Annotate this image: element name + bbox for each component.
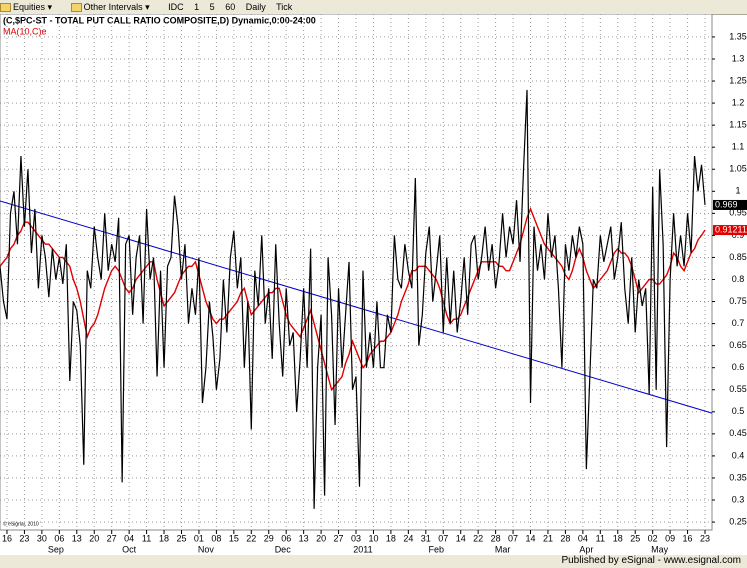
toolbar-item[interactable]: Other Intervals ▾ bbox=[70, 2, 158, 13]
toolbar-item[interactable]: Tick bbox=[276, 2, 293, 12]
toolbar-item[interactable]: 1 bbox=[194, 2, 200, 12]
x-tick-label: 07 bbox=[508, 533, 518, 543]
month-label: Apr bbox=[579, 544, 593, 554]
y-tick-label: 0.75 bbox=[729, 296, 747, 306]
y-tick-label: 1.2 bbox=[732, 97, 745, 107]
x-tick-label: 24 bbox=[403, 533, 413, 543]
x-tick-label: 14 bbox=[526, 533, 536, 543]
x-tick-label: 06 bbox=[281, 533, 291, 543]
x-tick-label: 18 bbox=[159, 533, 169, 543]
x-tick-label: 09 bbox=[665, 533, 675, 543]
y-tick-label: 0.25 bbox=[729, 516, 747, 526]
x-tick-label: 25 bbox=[176, 533, 186, 543]
toolbar-item[interactable]: 5 bbox=[209, 2, 215, 12]
x-tick-label: 22 bbox=[246, 533, 256, 543]
x-tick-label: 06 bbox=[54, 533, 64, 543]
x-tick-label: 28 bbox=[560, 533, 570, 543]
x-tick-label: 13 bbox=[72, 533, 82, 543]
month-label: Oct bbox=[122, 544, 137, 554]
y-tick-label: 0.3 bbox=[732, 494, 745, 504]
x-tick-label: 16 bbox=[2, 533, 12, 543]
x-tick-label: 03 bbox=[351, 533, 361, 543]
month-label: Dec bbox=[275, 544, 292, 554]
x-tick-label: 04 bbox=[578, 533, 588, 543]
last-value-box bbox=[713, 199, 747, 210]
x-tick-label: 13 bbox=[299, 533, 309, 543]
y-tick-label: 0.8 bbox=[732, 274, 745, 284]
copyright: © eSignal, 2010 bbox=[3, 520, 39, 527]
toolbar-item[interactable]: Equities ▾ bbox=[0, 2, 60, 13]
x-tick-label: 20 bbox=[316, 533, 326, 543]
y-tick-label: 1.35 bbox=[729, 31, 747, 41]
month-label: Nov bbox=[198, 544, 215, 554]
last-value-box bbox=[713, 225, 747, 236]
y-tick-label: 0.4 bbox=[732, 450, 745, 460]
x-tick-label: 20 bbox=[89, 533, 99, 543]
x-tick-label: 11 bbox=[596, 533, 605, 543]
x-tick-label: 18 bbox=[386, 533, 396, 543]
x-tick-label: 11 bbox=[142, 533, 151, 543]
x-tick-label: 31 bbox=[421, 533, 431, 543]
x-tick-label: 30 bbox=[37, 533, 47, 543]
x-tick-label: 16 bbox=[683, 533, 693, 543]
published: Published by eSignal - www.esignal.com bbox=[561, 555, 741, 566]
x-tick-label: 23 bbox=[700, 533, 710, 543]
y-tick-label: 0.55 bbox=[729, 384, 747, 394]
toolbar-item[interactable]: 60 bbox=[225, 2, 236, 12]
y-tick-label: 1.3 bbox=[732, 53, 745, 63]
month-label: 2011 bbox=[353, 544, 372, 554]
month-label: May bbox=[651, 544, 669, 554]
chart-subtitle: MA(10,C)e bbox=[3, 26, 47, 36]
y-tick-label: 0.45 bbox=[729, 428, 747, 438]
x-tick-label: 08 bbox=[211, 533, 221, 543]
y-tick-label: 0.35 bbox=[729, 472, 747, 482]
chart: (C,$PC-ST - TOTAL PUT CALL RATIO COMPOSI… bbox=[0, 14, 747, 554]
chart-title: (C,$PC-ST - TOTAL PUT CALL RATIO COMPOSI… bbox=[3, 15, 316, 25]
x-tick-label: 04 bbox=[124, 533, 134, 543]
toolbar: Equities ▾ Other Intervals ▾ IDC 1 5 60 … bbox=[0, 0, 747, 15]
x-tick-label: 22 bbox=[473, 533, 483, 543]
y-tick-label: 0.7 bbox=[732, 318, 745, 328]
x-tick-label: 29 bbox=[264, 533, 274, 543]
x-tick-label: 02 bbox=[648, 533, 658, 543]
month-label: Sep bbox=[48, 544, 64, 554]
x-tick-label: 18 bbox=[613, 533, 623, 543]
last-value-label: 0.969 bbox=[715, 199, 738, 209]
footer: Published by eSignal - www.esignal.com bbox=[0, 555, 747, 568]
x-tick-label: 27 bbox=[334, 533, 344, 543]
series-line bbox=[0, 207, 706, 392]
y-tick-label: 0.65 bbox=[729, 340, 747, 350]
plot-frame bbox=[0, 14, 713, 531]
x-tick-label: 15 bbox=[229, 533, 239, 543]
y-tick-label: 0.95 bbox=[729, 208, 747, 218]
x-tick-label: 01 bbox=[194, 533, 204, 543]
x-tick-label: 28 bbox=[491, 533, 501, 543]
y-tick-label: 1.05 bbox=[729, 164, 747, 174]
series-line bbox=[0, 89, 706, 509]
toolbar-item[interactable]: Daily bbox=[245, 2, 266, 12]
x-tick-label: 27 bbox=[107, 533, 117, 543]
x-tick-label: 21 bbox=[543, 533, 553, 543]
y-tick-label: 1.15 bbox=[729, 120, 747, 130]
month-label: Feb bbox=[429, 544, 445, 554]
y-tick-label: 0.5 bbox=[732, 406, 745, 416]
x-tick-label: 23 bbox=[19, 533, 29, 543]
x-tick-label: 07 bbox=[438, 533, 448, 543]
x-tick-label: 10 bbox=[368, 533, 378, 543]
y-tick-label: 1.1 bbox=[732, 142, 745, 152]
x-tick-label: 14 bbox=[456, 533, 466, 543]
x-tick-label: 25 bbox=[630, 533, 640, 543]
y-tick-label: 0.85 bbox=[729, 252, 747, 262]
y-tick-label: 1 bbox=[735, 186, 740, 196]
y-tick-label: 1.25 bbox=[729, 75, 747, 85]
month-label: Mar bbox=[495, 544, 511, 554]
last-value-label: 0.912111 bbox=[715, 224, 747, 234]
y-tick-label: 0.6 bbox=[732, 362, 745, 372]
toolbar-item[interactable]: IDC bbox=[168, 2, 184, 12]
